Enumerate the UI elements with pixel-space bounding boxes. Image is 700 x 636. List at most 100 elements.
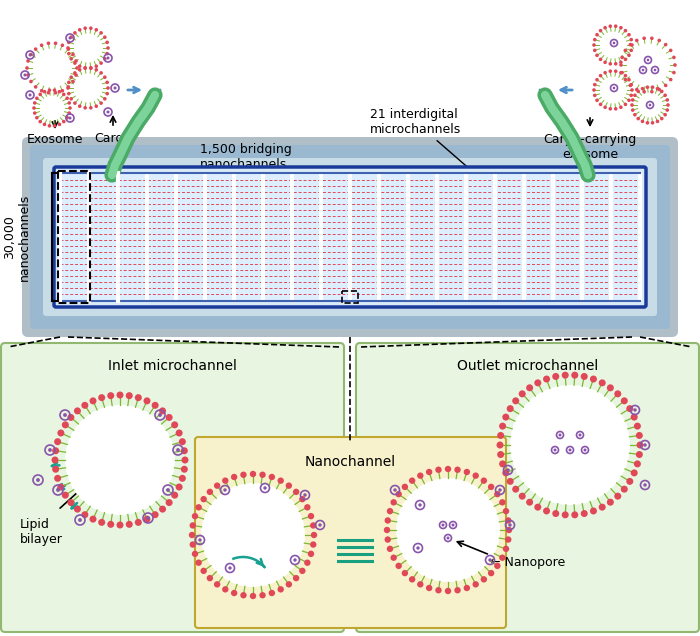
- Circle shape: [304, 504, 311, 511]
- Circle shape: [68, 106, 72, 110]
- Circle shape: [635, 88, 638, 92]
- Circle shape: [34, 85, 37, 88]
- Circle shape: [629, 38, 633, 41]
- Bar: [58, 173, 62, 301]
- Circle shape: [417, 473, 424, 479]
- Circle shape: [496, 441, 503, 448]
- Circle shape: [103, 97, 106, 100]
- Circle shape: [554, 448, 556, 452]
- Circle shape: [67, 414, 74, 421]
- Circle shape: [189, 532, 195, 538]
- Circle shape: [608, 69, 612, 73]
- Circle shape: [107, 392, 114, 399]
- Circle shape: [624, 102, 627, 106]
- Circle shape: [201, 483, 305, 587]
- Circle shape: [552, 373, 559, 380]
- Circle shape: [608, 24, 612, 28]
- Circle shape: [620, 55, 624, 59]
- Circle shape: [599, 76, 627, 104]
- Circle shape: [454, 587, 461, 593]
- Circle shape: [612, 42, 615, 45]
- Bar: [342, 291, 358, 303]
- Circle shape: [384, 517, 391, 523]
- Circle shape: [393, 488, 397, 492]
- Circle shape: [200, 496, 206, 502]
- Circle shape: [391, 555, 397, 561]
- Circle shape: [603, 71, 607, 74]
- Circle shape: [507, 405, 514, 412]
- Bar: [435, 173, 439, 301]
- Bar: [87, 173, 91, 301]
- Bar: [609, 173, 613, 301]
- Circle shape: [67, 111, 71, 115]
- Circle shape: [144, 398, 150, 404]
- Circle shape: [52, 88, 57, 92]
- Circle shape: [608, 107, 612, 111]
- Circle shape: [629, 83, 632, 87]
- Circle shape: [614, 62, 617, 66]
- Circle shape: [250, 471, 256, 477]
- Bar: [406, 173, 410, 301]
- Circle shape: [62, 492, 69, 499]
- Circle shape: [54, 475, 61, 482]
- Circle shape: [473, 581, 479, 588]
- Circle shape: [308, 551, 314, 557]
- Circle shape: [67, 101, 71, 105]
- Circle shape: [152, 402, 159, 409]
- Circle shape: [444, 466, 452, 472]
- Circle shape: [619, 26, 623, 29]
- Circle shape: [144, 516, 150, 523]
- Circle shape: [660, 90, 664, 93]
- Circle shape: [75, 66, 79, 70]
- Circle shape: [664, 43, 668, 46]
- Circle shape: [103, 76, 106, 79]
- Circle shape: [656, 87, 659, 90]
- Circle shape: [559, 434, 561, 436]
- Circle shape: [612, 86, 615, 89]
- Circle shape: [452, 523, 454, 527]
- Circle shape: [636, 90, 640, 93]
- Circle shape: [643, 443, 647, 446]
- Circle shape: [195, 560, 202, 566]
- Circle shape: [74, 59, 78, 63]
- Circle shape: [651, 121, 654, 125]
- FancyBboxPatch shape: [30, 145, 670, 329]
- Circle shape: [595, 78, 598, 81]
- Circle shape: [590, 375, 597, 382]
- Circle shape: [603, 26, 607, 29]
- Circle shape: [402, 483, 408, 490]
- Circle shape: [67, 499, 74, 506]
- Circle shape: [552, 510, 559, 517]
- Circle shape: [65, 116, 69, 120]
- Circle shape: [627, 53, 631, 57]
- Circle shape: [33, 101, 36, 105]
- Bar: [290, 173, 294, 301]
- Circle shape: [673, 63, 677, 67]
- Circle shape: [73, 61, 77, 65]
- Circle shape: [43, 123, 46, 126]
- Text: Outlet microchannel: Outlet microchannel: [457, 359, 598, 373]
- Circle shape: [510, 385, 630, 505]
- Circle shape: [159, 408, 166, 415]
- Circle shape: [90, 398, 97, 404]
- Text: 1,500 bridging
nanochannels: 1,500 bridging nanochannels: [200, 143, 386, 235]
- Circle shape: [636, 117, 640, 120]
- Circle shape: [181, 447, 188, 454]
- Circle shape: [228, 566, 232, 570]
- Circle shape: [416, 546, 420, 550]
- Bar: [60, 173, 640, 301]
- Circle shape: [624, 58, 627, 61]
- Circle shape: [78, 64, 81, 68]
- Circle shape: [181, 466, 188, 473]
- Bar: [522, 173, 526, 301]
- Circle shape: [116, 522, 123, 529]
- Circle shape: [47, 91, 50, 95]
- Circle shape: [29, 80, 33, 83]
- Circle shape: [81, 402, 88, 409]
- Circle shape: [24, 74, 27, 76]
- Circle shape: [286, 483, 292, 489]
- Circle shape: [636, 441, 643, 448]
- Circle shape: [519, 391, 526, 398]
- Circle shape: [384, 536, 391, 543]
- Text: Lipid
bilayer: Lipid bilayer: [20, 518, 63, 546]
